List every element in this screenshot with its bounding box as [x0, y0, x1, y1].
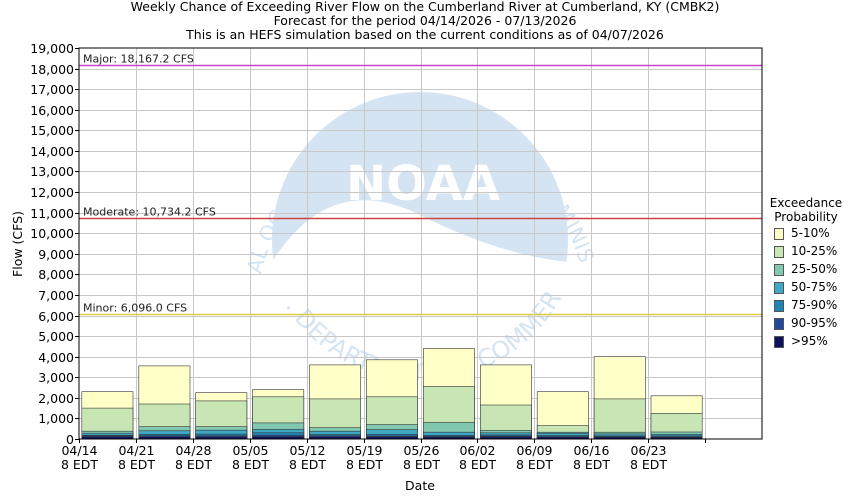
- x-tick-label-date: 06/16: [573, 443, 609, 458]
- y-tick-label: 3,000: [38, 370, 74, 385]
- x-axis-label: Date: [405, 478, 435, 493]
- legend-item: >95%: [773, 332, 850, 350]
- y-tick-label: 9,000: [38, 247, 74, 262]
- x-tick-label-time: 8 EDT: [118, 457, 155, 472]
- legend-item: 90-95%: [773, 314, 850, 332]
- y-axis-label: Flow (CFS): [10, 211, 25, 277]
- x-tick-label-time: 8 EDT: [459, 457, 496, 472]
- legend-title-line-1: Exceedance: [769, 196, 843, 210]
- x-tick-label-date: 04/14: [61, 443, 97, 458]
- y-tick-label: 4,000: [38, 350, 74, 365]
- y-tick-label: 15,000: [30, 123, 74, 138]
- legend-item: 10-25%: [773, 242, 850, 260]
- x-tick-label-date: 06/09: [516, 443, 552, 458]
- legend-label: 5-10%: [791, 226, 830, 240]
- y-axis: 0 1,000 2,000 3,000 4,000 5,000 6,000 7,000 8,00…: [30, 41, 79, 447]
- x-tick-label-date: 06/02: [459, 443, 495, 458]
- legend-label: 25-50%: [791, 262, 838, 276]
- legend-swatch: [774, 246, 784, 258]
- y-tick-label: 1,000: [38, 411, 74, 426]
- bar-stacks: [81, 348, 703, 440]
- y-tick-label: 11,000: [30, 206, 74, 221]
- y-tick-label: 18,000: [30, 62, 74, 77]
- y-tick-label: 19,000: [30, 41, 74, 56]
- chart-titles: Weekly Chance of Exceeding River Flow on…: [0, 0, 850, 42]
- legend-item: 25-50%: [773, 260, 850, 278]
- legend-label: >95%: [791, 334, 828, 348]
- x-tick-label-time: 8 EDT: [232, 457, 269, 472]
- y-tick-label: 13,000: [30, 164, 74, 179]
- chart-title: Weekly Chance of Exceeding River Flow on…: [130, 0, 720, 14]
- legend-title: Exceedance Probability: [766, 196, 846, 224]
- y-tick-label: 8,000: [38, 267, 74, 282]
- chart-subtitle-simulation: This is an HEFS simulation based on the …: [186, 27, 664, 42]
- x-tick-label-time: 8 EDT: [630, 457, 667, 472]
- x-tick-label-date: 05/05: [232, 443, 268, 458]
- x-tick-label-date: 05/12: [289, 443, 325, 458]
- y-tick-label: 5,000: [38, 329, 74, 344]
- x-tick-label-date: 05/26: [403, 443, 439, 458]
- x-tick-label-time: 8 EDT: [346, 457, 383, 472]
- y-tick-label: 14,000: [30, 144, 74, 159]
- x-tick-label-date: 04/28: [175, 443, 211, 458]
- x-tick-label-time: 8 EDT: [403, 457, 440, 472]
- noaa-logo-text: NOAA: [346, 156, 500, 212]
- legend-item: 75-90%: [773, 296, 850, 314]
- y-tick-label: 2,000: [38, 391, 74, 406]
- x-tick-label-time: 8 EDT: [516, 457, 553, 472]
- grid-lines: [79, 48, 762, 439]
- threshold-lines: Major: 18,167.2 CFS Moderate: 10,734.2 CF…: [79, 53, 762, 316]
- legend-label: 10-25%: [791, 244, 838, 258]
- y-tick-label: 6,000: [38, 309, 74, 324]
- legend-label: 90-95%: [791, 316, 838, 330]
- legend-item: 50-75%: [773, 278, 850, 296]
- legend-label: 75-90%: [791, 298, 838, 312]
- legend-swatch: [774, 336, 784, 348]
- threshold-label: Moderate: 10,734.2 CFS: [83, 206, 216, 219]
- threshold-label: Minor: 6,096.0 CFS: [83, 302, 187, 315]
- x-tick-label-time: 8 EDT: [61, 457, 98, 472]
- legend-swatch: [774, 228, 784, 240]
- y-tick-label: 7,000: [38, 288, 74, 303]
- x-tick-label-time: 8 EDT: [573, 457, 610, 472]
- y-tick-label: 16,000: [30, 103, 74, 118]
- legend: Exceedance Probability 5-10% 10-25% 25-50%…: [770, 196, 850, 350]
- y-tick-label: 12,000: [30, 185, 74, 200]
- legend-item: 5-10%: [773, 224, 850, 242]
- plot-frame: [78, 47, 763, 440]
- x-tick-label-time: 8 EDT: [289, 457, 326, 472]
- legend-items: 5-10% 10-25% 25-50% 50-75% 75-90% 90-95% >95%: [770, 224, 850, 350]
- legend-label: 50-75%: [791, 280, 838, 294]
- x-tick-label-date: 05/19: [346, 443, 382, 458]
- y-tick-label: 17,000: [30, 82, 74, 97]
- legend-swatch: [774, 264, 784, 276]
- x-tick-label-date: 06/23: [630, 443, 666, 458]
- chart-subtitle-period: Forecast for the period 04/14/2026 - 07/…: [273, 13, 577, 28]
- threshold-label: Major: 18,167.2 CFS: [83, 53, 194, 66]
- y-tick-label: 0: [66, 432, 74, 447]
- legend-swatch: [774, 282, 784, 294]
- legend-title-line-2: Probability: [774, 210, 838, 224]
- x-tick-label-date: 04/21: [118, 443, 154, 458]
- legend-swatch: [774, 300, 784, 312]
- x-tick-label-time: 8 EDT: [175, 457, 212, 472]
- y-tick-label: 10,000: [30, 226, 74, 241]
- legend-swatch: [774, 318, 784, 330]
- noaa-logo-wave: [272, 200, 568, 389]
